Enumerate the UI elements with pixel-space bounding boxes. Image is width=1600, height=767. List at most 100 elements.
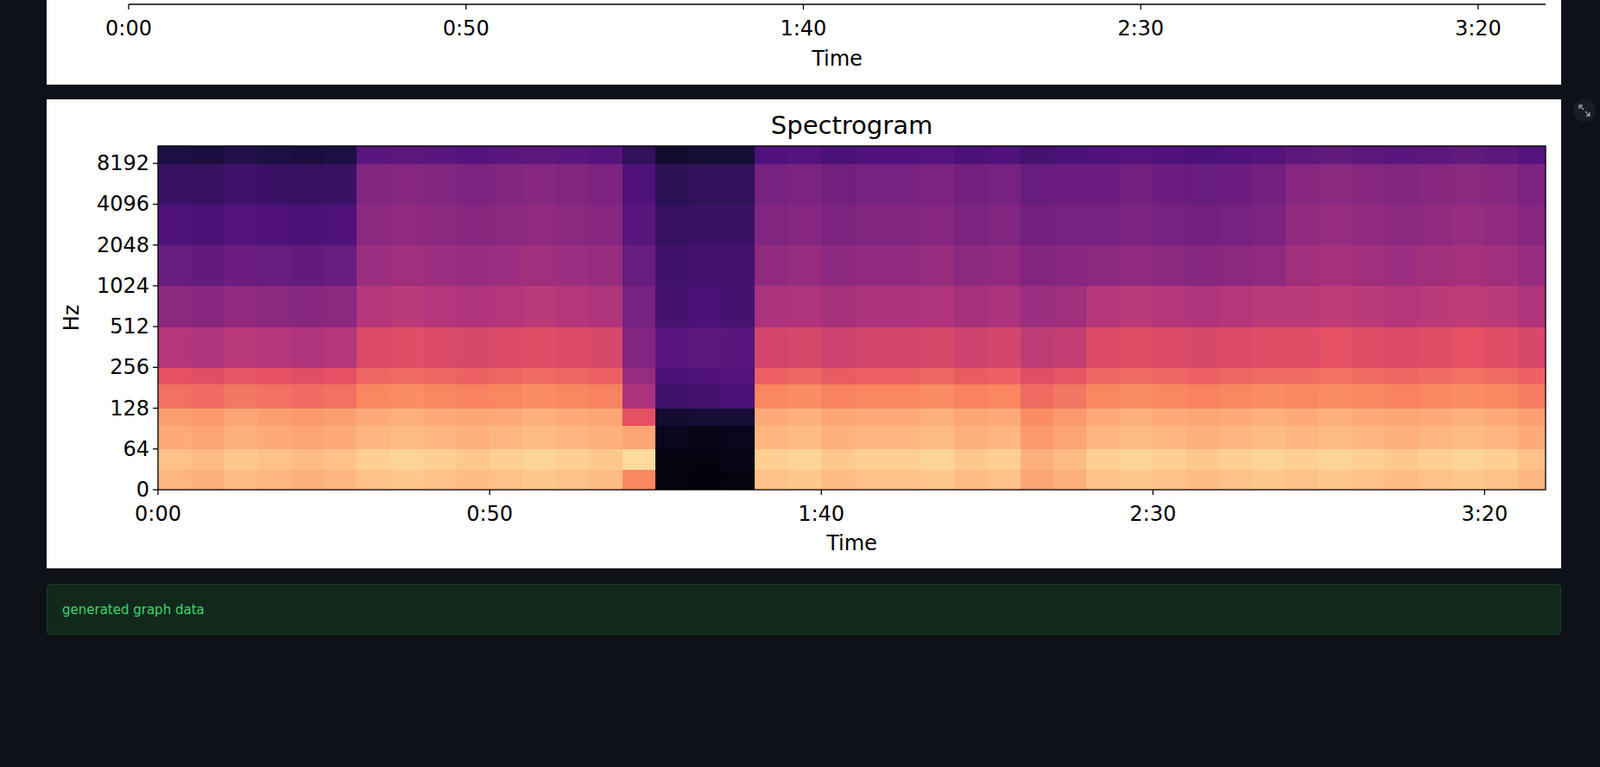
cell xyxy=(1484,203,1518,246)
cell xyxy=(1352,384,1386,409)
cell xyxy=(986,449,1021,470)
cell xyxy=(323,366,358,385)
y-tick-label: 2048 xyxy=(96,233,150,258)
x-tick xyxy=(1484,489,1486,495)
cell xyxy=(224,285,259,328)
x-tick-label: 0:50 xyxy=(442,16,490,41)
cell xyxy=(356,285,391,328)
cell xyxy=(887,408,922,426)
cell xyxy=(224,245,259,287)
cell xyxy=(1020,449,1055,470)
cell xyxy=(986,408,1021,426)
cell xyxy=(1252,424,1286,450)
cell xyxy=(323,245,358,287)
cell xyxy=(721,468,756,490)
cell xyxy=(954,326,988,368)
cell xyxy=(954,384,988,409)
cell xyxy=(489,285,524,328)
cell xyxy=(556,384,590,409)
cell xyxy=(1152,449,1187,470)
cell xyxy=(1186,424,1221,450)
cell xyxy=(887,203,922,246)
cell xyxy=(1384,408,1419,426)
cell xyxy=(356,145,391,165)
x-tick xyxy=(127,4,129,10)
cell xyxy=(1418,285,1453,328)
cell xyxy=(158,424,192,450)
cell xyxy=(158,326,192,368)
cell xyxy=(390,366,424,385)
cell xyxy=(323,145,358,165)
cell xyxy=(1219,245,1253,287)
cell xyxy=(655,449,690,470)
cell xyxy=(1418,449,1453,470)
cell xyxy=(854,449,889,470)
cell xyxy=(556,408,590,426)
cell xyxy=(290,424,325,450)
cell xyxy=(489,326,524,368)
cell xyxy=(920,424,955,450)
cell xyxy=(887,424,922,450)
cell xyxy=(1053,468,1088,490)
cell xyxy=(1285,449,1320,470)
cell xyxy=(1152,468,1187,490)
x-tick-label: 0:00 xyxy=(105,16,152,41)
cell xyxy=(323,424,358,450)
cell xyxy=(1285,145,1320,165)
cell xyxy=(689,468,723,490)
cell xyxy=(1352,245,1386,287)
cell xyxy=(257,145,291,165)
y-tick xyxy=(152,407,159,409)
cell xyxy=(622,449,657,470)
cell xyxy=(821,366,855,385)
cell xyxy=(1418,384,1453,409)
cell xyxy=(423,245,457,287)
cell xyxy=(1053,424,1088,450)
cell xyxy=(1285,245,1320,287)
cell xyxy=(1352,203,1386,246)
cell xyxy=(954,145,988,165)
cell xyxy=(1186,145,1221,165)
cell xyxy=(158,163,192,205)
x-tick-label: 0:00 xyxy=(134,501,182,526)
cell xyxy=(423,468,457,490)
cell xyxy=(588,384,623,409)
cell xyxy=(1285,408,1320,426)
cell xyxy=(1219,468,1253,490)
cell xyxy=(390,408,424,426)
cell xyxy=(224,145,259,165)
cell xyxy=(1384,326,1419,368)
cell xyxy=(323,203,358,246)
cell xyxy=(1119,408,1154,426)
cell xyxy=(689,408,723,426)
cell xyxy=(190,285,225,328)
cell xyxy=(1318,285,1353,328)
cell xyxy=(1086,145,1120,165)
cell xyxy=(390,384,424,409)
cell xyxy=(489,145,524,165)
cell xyxy=(821,384,855,409)
cell xyxy=(788,366,823,385)
fullscreen-icon[interactable] xyxy=(1573,99,1596,122)
cell xyxy=(1384,449,1419,470)
cell xyxy=(522,468,557,490)
cell xyxy=(920,366,955,385)
cell xyxy=(1053,163,1088,205)
cell xyxy=(920,245,955,287)
cell xyxy=(1053,145,1088,165)
cell xyxy=(821,408,855,426)
cell xyxy=(1384,245,1419,287)
cell xyxy=(356,384,391,409)
cell xyxy=(1152,285,1187,328)
cell xyxy=(954,245,988,287)
cell xyxy=(1086,384,1120,409)
cell xyxy=(224,163,259,205)
cell xyxy=(788,203,823,246)
cell xyxy=(1053,326,1088,368)
cell xyxy=(556,245,590,287)
cell xyxy=(887,366,922,385)
cell xyxy=(1517,384,1546,409)
cell xyxy=(1119,424,1154,450)
cell xyxy=(588,145,623,165)
cell xyxy=(1517,449,1546,470)
